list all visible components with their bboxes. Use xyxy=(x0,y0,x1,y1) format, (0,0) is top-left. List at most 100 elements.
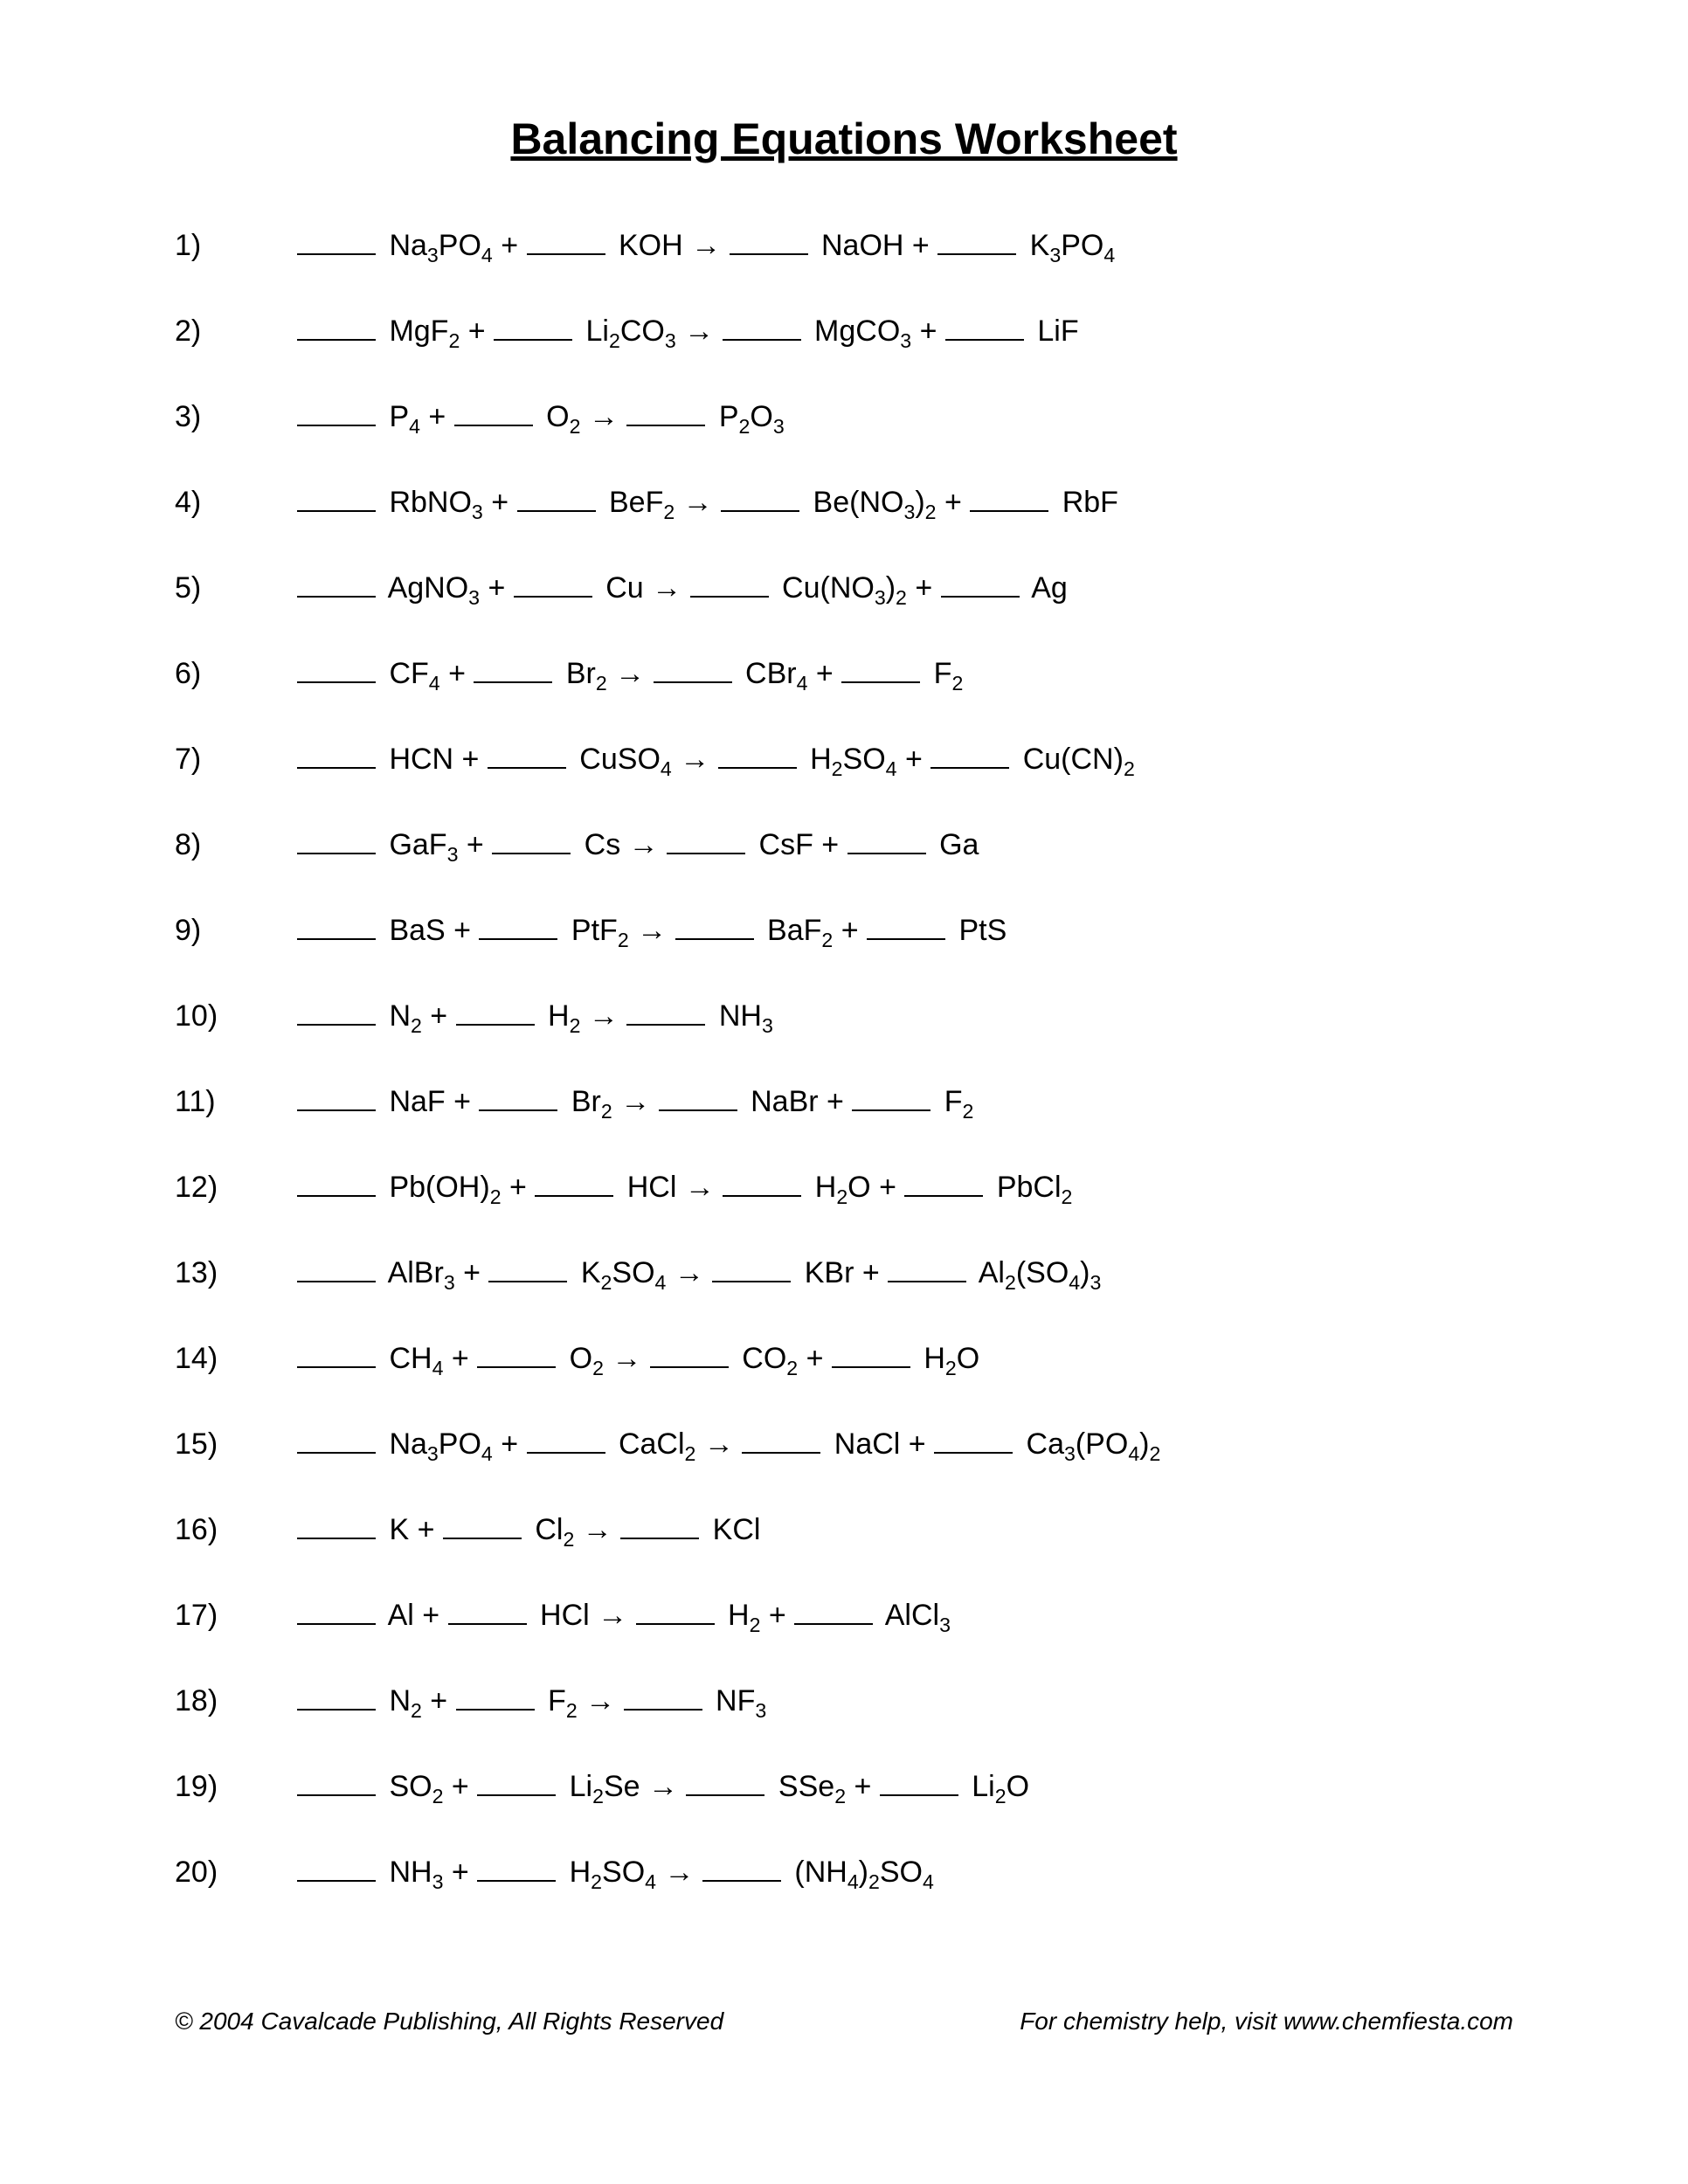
coefficient-blank[interactable] xyxy=(970,482,1048,512)
coefficient-blank[interactable] xyxy=(847,825,926,854)
arrow-icon: → xyxy=(629,828,659,861)
problem-list: 1) Na3PO4 + KOH → NaOH + K3PO42) MgF2 + … xyxy=(175,225,1513,1887)
coefficient-blank[interactable] xyxy=(723,311,801,341)
coefficient-blank[interactable] xyxy=(620,1510,699,1539)
coefficient-blank[interactable] xyxy=(937,225,1016,255)
coefficient-blank[interactable] xyxy=(852,1082,930,1111)
coefficient-blank[interactable] xyxy=(297,996,376,1026)
coefficient-blank[interactable] xyxy=(930,739,1009,769)
equation: CH4 + O2 → CO2 + H2O xyxy=(297,1338,979,1373)
coefficient-blank[interactable] xyxy=(297,1681,376,1711)
coefficient-blank[interactable] xyxy=(297,1424,376,1454)
coefficient-blank[interactable] xyxy=(941,568,1020,598)
problem-number: 5) xyxy=(175,573,297,603)
coefficient-blank[interactable] xyxy=(624,1681,702,1711)
arrow-icon: → xyxy=(589,400,619,433)
coefficient-blank[interactable] xyxy=(477,1852,556,1882)
coefficient-blank[interactable] xyxy=(654,653,732,683)
coefficient-blank[interactable] xyxy=(535,1167,613,1197)
problem-row: 4) RbNO3 + BeF2 → Be(NO3)2 + RbF xyxy=(175,482,1513,517)
coefficient-blank[interactable] xyxy=(297,1595,376,1625)
coefficient-blank[interactable] xyxy=(675,910,754,940)
coefficient-blank[interactable] xyxy=(880,1766,958,1796)
coefficient-blank[interactable] xyxy=(479,910,557,940)
coefficient-blank[interactable] xyxy=(297,311,376,341)
worksheet-page: Balancing Equations Worksheet 1) Na3PO4 … xyxy=(0,0,1688,2184)
coefficient-blank[interactable] xyxy=(479,1082,557,1111)
page-footer: © 2004 Cavalcade Publishing, All Rights … xyxy=(175,2008,1513,2035)
coefficient-blank[interactable] xyxy=(297,1766,376,1796)
coefficient-blank[interactable] xyxy=(636,1595,715,1625)
coefficient-blank[interactable] xyxy=(297,910,376,940)
coefficient-blank[interactable] xyxy=(686,1766,764,1796)
coefficient-blank[interactable] xyxy=(494,311,572,341)
coefficient-blank[interactable] xyxy=(832,1338,910,1368)
coefficient-blank[interactable] xyxy=(730,225,808,255)
coefficient-blank[interactable] xyxy=(454,397,533,426)
equation: NaF + Br2 → NaBr + F2 xyxy=(297,1082,973,1116)
coefficient-blank[interactable] xyxy=(945,311,1024,341)
problem-number: 18) xyxy=(175,1686,297,1716)
coefficient-blank[interactable] xyxy=(297,825,376,854)
coefficient-blank[interactable] xyxy=(488,1253,567,1282)
coefficient-blank[interactable] xyxy=(297,1338,376,1368)
equation: Na3PO4 + CaCl2 → NaCl + Ca3(PO4)2 xyxy=(297,1424,1160,1459)
arrow-icon: → xyxy=(680,743,709,776)
coefficient-blank[interactable] xyxy=(527,225,605,255)
coefficient-blank[interactable] xyxy=(888,1253,966,1282)
arrow-icon: → xyxy=(583,1513,612,1546)
coefficient-blank[interactable] xyxy=(904,1167,983,1197)
coefficient-blank[interactable] xyxy=(721,482,799,512)
coefficient-blank[interactable] xyxy=(297,568,376,598)
coefficient-blank[interactable] xyxy=(297,1082,376,1111)
coefficient-blank[interactable] xyxy=(297,1253,376,1282)
coefficient-blank[interactable] xyxy=(841,653,920,683)
problem-number: 20) xyxy=(175,1857,297,1887)
coefficient-blank[interactable] xyxy=(659,1082,737,1111)
coefficient-blank[interactable] xyxy=(443,1510,522,1539)
coefficient-blank[interactable] xyxy=(702,1852,781,1882)
equation: MgF2 + Li2CO3 → MgCO3 + LiF xyxy=(297,311,1079,346)
coefficient-blank[interactable] xyxy=(527,1424,605,1454)
coefficient-blank[interactable] xyxy=(514,568,592,598)
equation: Na3PO4 + KOH → NaOH + K3PO4 xyxy=(297,225,1115,260)
problem-row: 11) NaF + Br2 → NaBr + F2 xyxy=(175,1082,1513,1116)
problem-number: 11) xyxy=(175,1087,297,1116)
coefficient-blank[interactable] xyxy=(867,910,945,940)
coefficient-blank[interactable] xyxy=(742,1424,820,1454)
coefficient-blank[interactable] xyxy=(297,1852,376,1882)
coefficient-blank[interactable] xyxy=(517,482,596,512)
coefficient-blank[interactable] xyxy=(456,1681,535,1711)
coefficient-blank[interactable] xyxy=(297,482,376,512)
problem-row: 12) Pb(OH)2 + HCl → H2O + PbCl2 xyxy=(175,1167,1513,1202)
coefficient-blank[interactable] xyxy=(934,1424,1013,1454)
coefficient-blank[interactable] xyxy=(297,1510,376,1539)
coefficient-blank[interactable] xyxy=(712,1253,791,1282)
coefficient-blank[interactable] xyxy=(297,1167,376,1197)
equation: BaS + PtF2 → BaF2 + PtS xyxy=(297,910,1007,945)
coefficient-blank[interactable] xyxy=(448,1595,527,1625)
arrow-icon: → xyxy=(664,1856,694,1889)
coefficient-blank[interactable] xyxy=(488,739,566,769)
coefficient-blank[interactable] xyxy=(690,568,769,598)
coefficient-blank[interactable] xyxy=(667,825,745,854)
coefficient-blank[interactable] xyxy=(477,1766,556,1796)
coefficient-blank[interactable] xyxy=(794,1595,873,1625)
coefficient-blank[interactable] xyxy=(718,739,797,769)
problem-number: 17) xyxy=(175,1600,297,1630)
arrow-icon: → xyxy=(615,657,645,690)
coefficient-blank[interactable] xyxy=(492,825,571,854)
problem-number: 12) xyxy=(175,1172,297,1202)
coefficient-blank[interactable] xyxy=(474,653,552,683)
coefficient-blank[interactable] xyxy=(650,1338,729,1368)
coefficient-blank[interactable] xyxy=(626,996,705,1026)
coefficient-blank[interactable] xyxy=(723,1167,801,1197)
coefficient-blank[interactable] xyxy=(477,1338,556,1368)
coefficient-blank[interactable] xyxy=(297,653,376,683)
coefficient-blank[interactable] xyxy=(456,996,535,1026)
coefficient-blank[interactable] xyxy=(297,225,376,255)
coefficient-blank[interactable] xyxy=(626,397,705,426)
coefficient-blank[interactable] xyxy=(297,739,376,769)
coefficient-blank[interactable] xyxy=(297,397,376,426)
problem-number: 6) xyxy=(175,659,297,688)
